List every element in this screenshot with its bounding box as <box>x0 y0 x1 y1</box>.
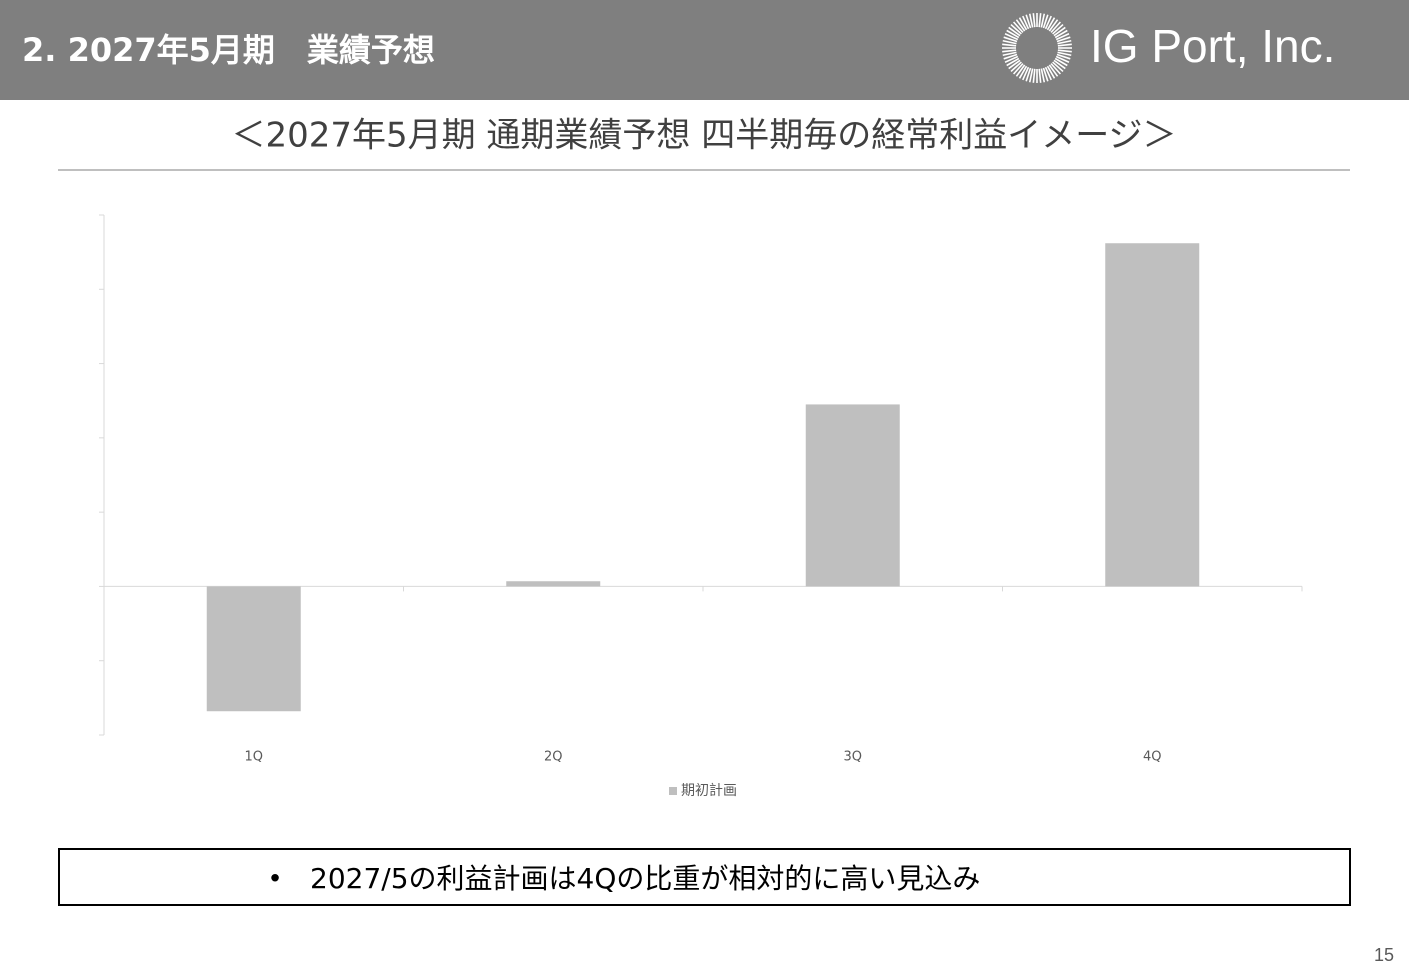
logo-ray <box>1044 15 1052 30</box>
logo-ray <box>1015 64 1026 77</box>
note-text: 2027/5の利益計画は4Qの比重が相対的に高い見込み <box>310 862 980 895</box>
note-box <box>58 848 1351 906</box>
logo-ray <box>1042 14 1049 29</box>
logo-ray <box>1050 63 1062 75</box>
legend-swatch <box>669 787 677 795</box>
logo-ray <box>1040 68 1046 83</box>
x-tick-label: 2Q <box>544 750 563 765</box>
note-bullet: • <box>267 865 282 895</box>
logo-ray <box>1002 39 1017 45</box>
logo-ray <box>1012 63 1024 75</box>
logo-ray <box>1057 39 1072 45</box>
bar <box>805 404 900 587</box>
x-tick-label: 1Q <box>244 750 263 765</box>
logo-ray <box>1008 26 1021 37</box>
logo-mark <box>1002 13 1072 83</box>
logo-ray <box>1018 65 1028 79</box>
page-number: 15 <box>1374 945 1394 965</box>
bar <box>1105 243 1200 587</box>
logo-ray <box>1056 36 1071 43</box>
x-tick-label: 4Q <box>1143 750 1162 765</box>
logo-ray <box>1018 17 1028 31</box>
logo-ray <box>1038 68 1042 83</box>
bar <box>506 581 601 587</box>
logo-ray <box>1004 55 1019 63</box>
logo-ray <box>1054 57 1068 67</box>
logo-ray <box>1022 15 1030 30</box>
logo-ray <box>1053 59 1066 70</box>
chart-title: ＜2027年5月期 通期業績予想 四半期毎の経常利益イメージ＞ <box>231 116 1176 156</box>
logo-ray <box>1048 19 1059 32</box>
logo-ray <box>1002 43 1017 47</box>
logo-ray <box>1052 23 1064 35</box>
logo-ray <box>1040 13 1046 28</box>
logo-ray <box>1010 61 1022 73</box>
logo-ray <box>1057 43 1072 47</box>
logo-ray <box>1025 67 1032 82</box>
logo-ray <box>1052 61 1064 73</box>
logo-ray <box>1028 13 1034 28</box>
logo-ray <box>1044 66 1052 81</box>
x-tick-label: 3Q <box>843 750 862 765</box>
logo-ray <box>1050 21 1062 33</box>
legend-label: 期初計画 <box>681 782 737 799</box>
logo-ray <box>1008 59 1021 70</box>
logo-ray <box>1046 17 1056 31</box>
logo-ray <box>1038 13 1042 28</box>
logo-ray <box>1004 33 1019 41</box>
logo-ray <box>1010 23 1022 35</box>
logo-ray <box>1022 66 1030 81</box>
logo-ray <box>1003 53 1018 60</box>
logo-ray <box>1028 68 1034 83</box>
logo-ray <box>1012 21 1024 33</box>
logo-ray <box>1015 19 1026 32</box>
logo-ray <box>1032 13 1036 28</box>
logo-ray <box>1002 49 1017 53</box>
bar <box>206 586 301 712</box>
logo-ray <box>1032 68 1036 83</box>
header-bar <box>0 0 1409 100</box>
logo-ray <box>1054 29 1068 39</box>
logo-ray <box>1055 33 1070 41</box>
logo-text: IG Port, Inc. <box>1090 20 1335 72</box>
logo-ray <box>1048 64 1059 77</box>
logo-ray <box>1056 53 1071 60</box>
logo-ray <box>1003 36 1018 43</box>
header-title: 2. 2027年5月期 業績予想 <box>22 31 435 69</box>
logo-ray <box>1057 51 1072 57</box>
logo-ray <box>1002 51 1017 57</box>
logo-ray <box>1055 55 1070 63</box>
logo-ray <box>1053 26 1066 37</box>
logo-ray <box>1057 49 1072 53</box>
logo-ray <box>1042 67 1049 82</box>
logo-ray <box>1046 65 1056 79</box>
logo-ray <box>1006 57 1020 67</box>
logo-ray <box>1025 14 1032 29</box>
logo-ray <box>1006 29 1020 39</box>
